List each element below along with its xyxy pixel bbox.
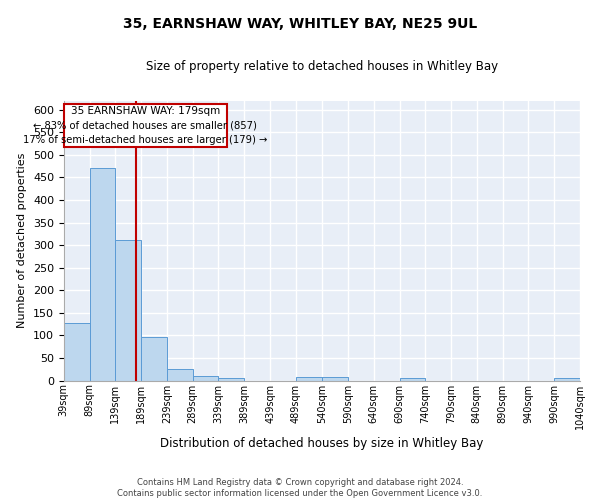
Bar bbox=[89, 168, 115, 380]
Bar bbox=[296, 378, 322, 380]
X-axis label: Distribution of detached houses by size in Whitley Bay: Distribution of detached houses by size … bbox=[160, 437, 484, 450]
Y-axis label: Number of detached properties: Number of detached properties bbox=[17, 153, 28, 328]
Bar bbox=[64, 104, 227, 147]
Bar bbox=[167, 369, 193, 380]
Title: Size of property relative to detached houses in Whitley Bay: Size of property relative to detached ho… bbox=[146, 60, 498, 73]
Bar bbox=[193, 376, 218, 380]
Bar bbox=[322, 377, 348, 380]
Bar bbox=[218, 378, 244, 380]
Bar bbox=[554, 378, 580, 380]
Text: 17% of semi-detached houses are larger (179) →: 17% of semi-detached houses are larger (… bbox=[23, 135, 268, 145]
Text: 35, EARNSHAW WAY, WHITLEY BAY, NE25 9UL: 35, EARNSHAW WAY, WHITLEY BAY, NE25 9UL bbox=[123, 18, 477, 32]
Text: 35 EARNSHAW WAY: 179sqm: 35 EARNSHAW WAY: 179sqm bbox=[71, 106, 220, 116]
Bar bbox=[64, 324, 89, 380]
Bar bbox=[115, 240, 141, 380]
Bar bbox=[141, 338, 167, 380]
Text: ← 83% of detached houses are smaller (857): ← 83% of detached houses are smaller (85… bbox=[34, 120, 257, 130]
Text: Contains HM Land Registry data © Crown copyright and database right 2024.
Contai: Contains HM Land Registry data © Crown c… bbox=[118, 478, 482, 498]
Bar bbox=[400, 378, 425, 380]
